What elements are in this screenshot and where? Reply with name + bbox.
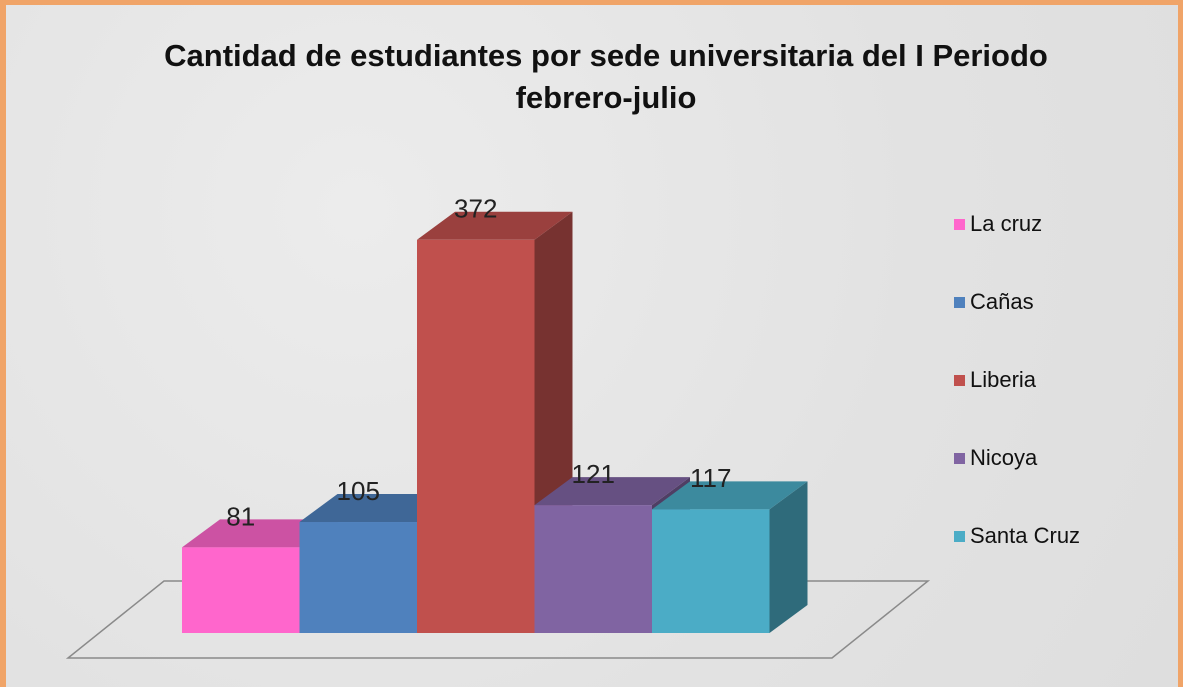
bar-top (534, 477, 690, 506)
bar-top (299, 494, 455, 523)
bar-top (652, 481, 808, 510)
legend-swatch (954, 531, 965, 542)
legend-swatch (954, 453, 965, 464)
chart-title: Cantidad de estudiantes por sede univers… (164, 38, 1048, 115)
legend-label: Santa Cruz (970, 523, 1080, 548)
bar (182, 547, 300, 633)
plot: 81 105 372 121 117 La cruz Cañas Liberia Nicoya S… (65, 194, 1080, 659)
legend-label: Liberia (970, 367, 1037, 392)
data-label: 117 (690, 463, 731, 493)
bar-top (417, 211, 573, 240)
data-label: 81 (226, 501, 255, 531)
floor (65, 580, 931, 659)
bar (299, 522, 417, 633)
data-label: 121 (572, 459, 615, 489)
legend-label: Nicoya (970, 445, 1038, 470)
legend-label: La cruz (970, 211, 1042, 236)
bar (417, 239, 535, 633)
data-label: 105 (337, 476, 380, 506)
legend-label: Cañas (970, 289, 1034, 314)
bar-top (182, 519, 338, 548)
legend-swatch (954, 297, 965, 308)
bar (652, 509, 770, 633)
bar-side (769, 481, 808, 633)
legend-swatch (954, 219, 965, 230)
legend-swatch (954, 375, 965, 386)
bar (534, 505, 652, 633)
data-label: 372 (454, 194, 497, 224)
